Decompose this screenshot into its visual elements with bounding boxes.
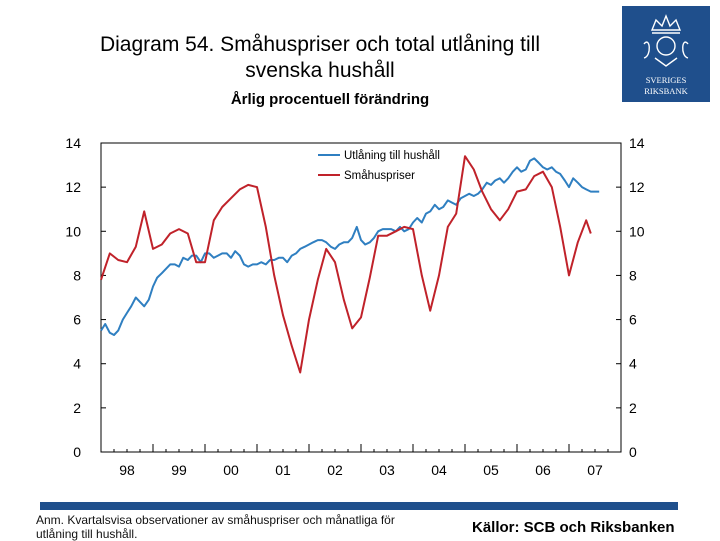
title-line-1: Diagram 54. Småhuspriser och total utlån…: [99, 33, 541, 56]
footnote: Anm. Kvartalsvisa observationer av småhu…: [36, 513, 446, 541]
riksbank-logo: SVERIGES RIKSBANK: [622, 6, 710, 102]
x-tick-label: 05: [483, 462, 499, 478]
y-tick-label-left: 4: [73, 356, 81, 372]
x-tick-label: 98: [119, 462, 135, 478]
bottom-rule: [40, 502, 678, 510]
series-line-1: [100, 157, 600, 336]
page-title: Diagram 54. Småhuspriser och total utlån…: [40, 32, 600, 84]
plot-frame: [100, 142, 622, 453]
y-tick-label-right: 0: [629, 444, 637, 460]
y-tick-label-right: 6: [629, 312, 637, 328]
y-tick-label-right: 12: [629, 179, 645, 195]
x-tick-label: 07: [587, 462, 603, 478]
legend: Utlåning till hushåll Småhuspriser: [318, 150, 440, 182]
x-tick-label: 06: [535, 462, 551, 478]
y-tick-label-left: 14: [65, 135, 81, 151]
x-tick-label: 00: [223, 462, 239, 478]
x-tick-label: 01: [275, 462, 291, 478]
logo-line-2: RIKSBANK: [644, 86, 688, 96]
source-label: Källor: SCB och Riksbanken: [472, 519, 675, 536]
chart-subtitle: Årlig procentuell förändring: [230, 91, 430, 108]
x-tick-label: 03: [379, 462, 395, 478]
y-tick-label-right: 4: [629, 356, 637, 372]
y-tick-label-left: 6: [73, 312, 81, 328]
series-line-2: [100, 155, 592, 374]
y-tick-label-left: 10: [65, 223, 81, 239]
y-tick-label-right: 2: [629, 400, 637, 416]
y-tick-label-right: 8: [629, 267, 637, 283]
x-tick-label: 99: [171, 462, 187, 478]
logo-line-1: SVERIGES: [646, 75, 687, 85]
footnote-line-2: utlåning till hushåll.: [36, 527, 138, 541]
legend-label-2: Småhuspriser: [344, 170, 415, 182]
series-lines: [100, 155, 600, 374]
y-tick-label-left: 0: [73, 444, 81, 460]
y-tick-label-left: 8: [73, 267, 81, 283]
x-tick-label: 04: [431, 462, 447, 478]
footnote-line-1: Anm. Kvartalsvisa observationer av småhu…: [36, 513, 395, 527]
crown-emblem-icon: SVERIGES RIKSBANK: [643, 14, 689, 96]
y-tick-label-right: 14: [629, 135, 645, 151]
y-tick-label-left: 2: [73, 400, 81, 416]
title-line-2: svenska hushåll: [245, 59, 395, 82]
legend-label-1: Utlåning till hushåll: [344, 150, 440, 162]
y-tick-label-left: 12: [65, 179, 81, 195]
y-tick-label-right: 10: [629, 223, 645, 239]
x-tick-label: 02: [327, 462, 343, 478]
